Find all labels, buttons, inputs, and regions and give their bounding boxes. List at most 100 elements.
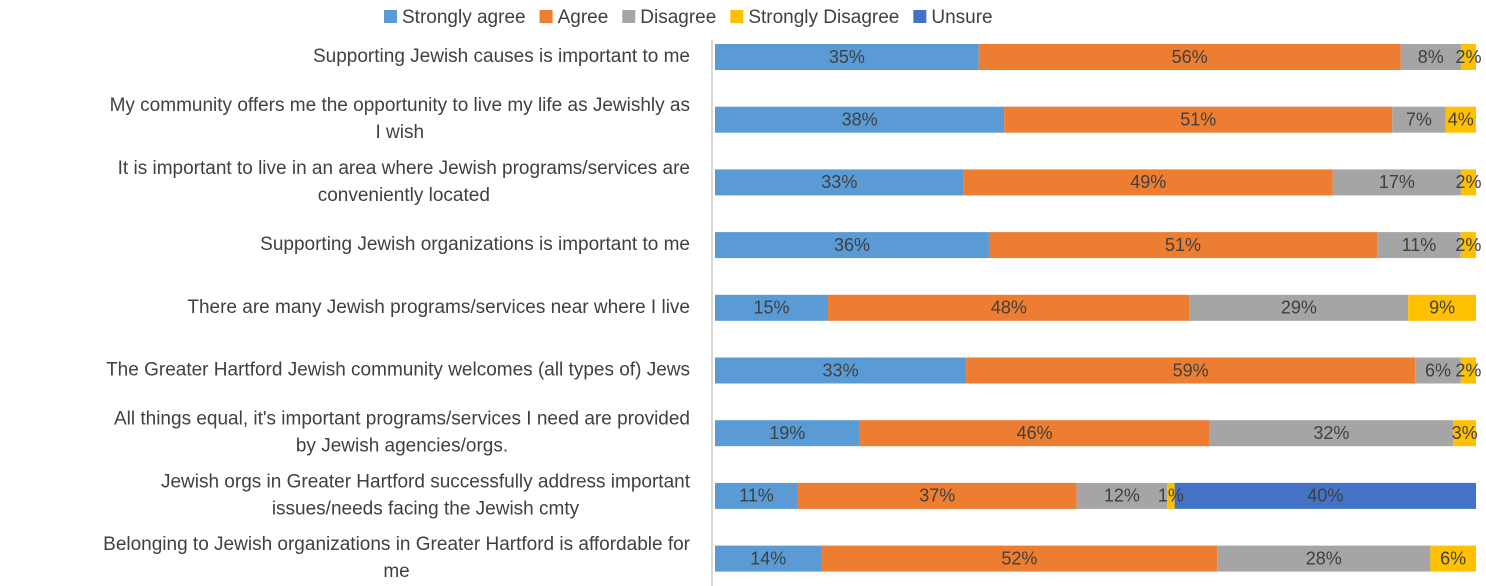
bar-segment-disagree	[1392, 106, 1446, 133]
data-label-agree: 51%	[1180, 109, 1216, 129]
data-label-strongly-disagree: 2%	[1455, 360, 1481, 380]
bar-segment-disagree	[1400, 44, 1461, 70]
legend-swatch-unsure	[913, 10, 927, 23]
data-label-agree: 52%	[1001, 548, 1037, 568]
data-label-agree: 56%	[1172, 47, 1208, 67]
data-label-disagree: 12%	[1104, 486, 1140, 506]
category-label: There are many Jewish programs/services …	[187, 297, 690, 318]
data-label-disagree: 8%	[1418, 47, 1444, 67]
data-label-disagree: 17%	[1379, 172, 1415, 192]
bar-segment-agree	[978, 44, 1401, 70]
bar-segment-strongly-agree	[715, 44, 979, 70]
data-label-strongly-disagree: 3%	[1452, 423, 1478, 443]
category-label: All things equal, it's important program…	[114, 409, 690, 430]
legend-swatch-strongly-disagree	[730, 10, 744, 23]
bar-segment-strongly-disagree	[1460, 169, 1476, 196]
bar-segment-strongly-agree	[715, 420, 860, 447]
data-label-strongly-disagree: 6%	[1440, 548, 1466, 568]
bar-segment-strongly-disagree	[1408, 294, 1476, 321]
bar-segment-disagree	[1377, 232, 1461, 259]
data-label-strongly-agree: 11%	[739, 486, 774, 506]
legend-label-strongly-disagree: Strongly Disagree	[748, 7, 899, 28]
category-label: Jewish orgs in Greater Hartford successf…	[161, 471, 691, 492]
data-label-strongly-disagree: 9%	[1429, 298, 1455, 318]
data-label-strongly-disagree: 1%	[1158, 486, 1184, 506]
bar-segment-agree	[797, 482, 1077, 509]
data-label-disagree: 11%	[1402, 235, 1437, 255]
data-label-disagree: 6%	[1425, 360, 1451, 380]
bar-segment-disagree	[1332, 169, 1461, 196]
category-label: Supporting Jewish organizations is impor…	[260, 234, 690, 255]
legend-label-agree: Agree	[558, 7, 609, 28]
legend-label-disagree: Disagree	[640, 7, 716, 28]
data-label-strongly-agree: 14%	[750, 548, 786, 568]
data-label-agree: 59%	[1173, 360, 1209, 380]
data-label-strongly-disagree: 2%	[1455, 47, 1481, 67]
bar-segment-strongly-disagree	[1167, 482, 1175, 509]
data-label-strongly-disagree: 4%	[1448, 109, 1474, 129]
data-label-disagree: 32%	[1313, 423, 1349, 443]
category-label: My community offers me the opportunity t…	[110, 95, 690, 116]
legend-label-unsure: Unsure	[931, 7, 992, 28]
category-label: by Jewish agencies/orgs.	[296, 436, 508, 457]
bar-segment-strongly-agree	[715, 294, 829, 321]
data-label-strongly-agree: 36%	[834, 235, 870, 255]
data-label-strongly-agree: 15%	[753, 298, 789, 318]
legend-label-strongly-agree: Strongly agree	[402, 7, 526, 28]
bar-segment-strongly-disagree	[1453, 420, 1476, 447]
legend-swatch-strongly-agree	[384, 10, 397, 23]
legend: Strongly agree Agree Disagree Strongly Disa…	[384, 7, 993, 28]
bar-segment-agree	[828, 294, 1190, 321]
bars: 35% 56% 8% 2% 38% 51% 7% 4% 33% 49% 17% 2% 36% 51% 11%…	[715, 44, 1481, 572]
data-label-strongly-agree: 19%	[769, 423, 805, 443]
bar-segment-agree	[1004, 106, 1393, 133]
bar-segment-strongly-disagree	[1460, 357, 1476, 384]
legend-swatch-disagree	[622, 10, 636, 23]
category-label: I wish	[376, 122, 425, 143]
data-label-strongly-disagree: 2%	[1455, 172, 1481, 192]
bar-segment-disagree	[1076, 482, 1168, 509]
category-label: It is important to live in an area where…	[118, 158, 690, 179]
data-label-strongly-agree: 33%	[821, 172, 857, 192]
bar-segment-strongly-agree	[715, 545, 822, 572]
bar-segment-strongly-agree	[715, 106, 1005, 133]
bar-segment-disagree	[1217, 545, 1431, 572]
bar-segment-strongly-agree	[715, 232, 989, 259]
data-label-disagree: 29%	[1281, 298, 1317, 318]
bar-segment-strongly-agree	[715, 169, 964, 196]
category-label: The Greater Hartford Jewish community we…	[106, 360, 690, 381]
category-label: Supporting Jewish causes is important to…	[313, 46, 690, 67]
data-label-strongly-agree: 38%	[842, 109, 878, 129]
category-label: conveniently located	[318, 185, 490, 206]
bar-segment-strongly-disagree	[1460, 232, 1476, 259]
bar-segment-agree	[966, 357, 1416, 384]
bar-segment-unsure	[1174, 482, 1476, 509]
bar-segment-strongly-agree	[715, 357, 967, 384]
bar-segment-agree	[963, 169, 1333, 196]
category-label: Belonging to Jewish organizations in Gre…	[103, 534, 691, 555]
data-label-agree: 48%	[991, 298, 1027, 318]
data-label-disagree: 7%	[1406, 109, 1432, 129]
data-label-unsure: 40%	[1307, 486, 1343, 506]
bar-segment-agree	[821, 545, 1218, 572]
category-labels: Supporting Jewish causes is important to…	[103, 46, 691, 582]
category-label: issues/needs facing the Jewish cmty	[272, 498, 580, 519]
bar-segment-strongly-agree	[715, 482, 798, 509]
data-label-agree: 51%	[1165, 235, 1201, 255]
bar-segment-agree	[859, 420, 1210, 447]
bar-segment-strongly-disagree	[1445, 106, 1476, 133]
data-label-disagree: 28%	[1306, 548, 1342, 568]
bar-segment-disagree	[1209, 420, 1454, 447]
data-label-strongly-agree: 33%	[823, 360, 859, 380]
data-label-agree: 49%	[1130, 172, 1166, 192]
legend-swatch-agree	[539, 10, 553, 23]
bar-segment-disagree	[1415, 357, 1461, 384]
category-label: me	[383, 561, 409, 582]
data-label-agree: 46%	[1017, 423, 1053, 443]
bar-segment-disagree	[1189, 294, 1409, 321]
bar-segment-agree	[988, 232, 1378, 259]
data-label-agree: 37%	[919, 486, 955, 506]
data-label-strongly-disagree: 2%	[1455, 235, 1481, 255]
bar-segment-strongly-disagree	[1430, 545, 1476, 572]
